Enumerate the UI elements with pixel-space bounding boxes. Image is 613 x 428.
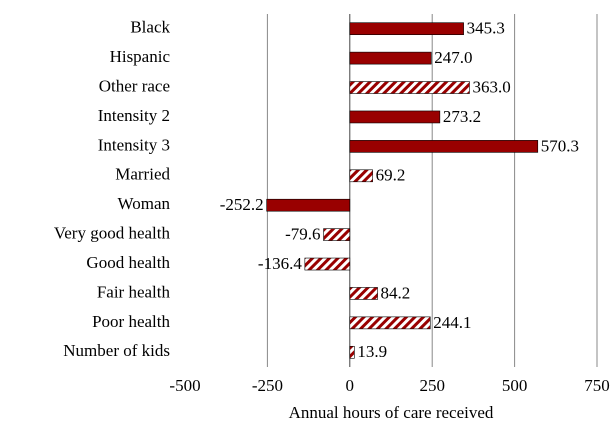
bar (349, 110, 441, 124)
y-tick-label: Good health (86, 253, 170, 272)
y-tick-label: Woman (118, 194, 171, 213)
value-label: -252.2 (220, 195, 264, 214)
bar (349, 81, 470, 94)
value-label: 247.0 (434, 48, 472, 67)
y-tick-label: Other race (99, 76, 170, 95)
bar (349, 316, 431, 330)
x-tick-label: 0 (346, 376, 355, 395)
value-label: 273.2 (443, 107, 481, 126)
bar (349, 169, 373, 183)
value-label: 345.3 (467, 19, 505, 38)
y-tick-label: Fair health (97, 282, 171, 301)
value-label: -79.6 (285, 225, 320, 244)
bar (349, 140, 539, 153)
value-label: 244.1 (433, 313, 471, 332)
y-tick-label: Hispanic (110, 47, 171, 66)
y-tick-label: Married (115, 165, 170, 184)
value-label: 84.2 (381, 283, 411, 302)
bar (349, 345, 355, 359)
value-label: 13.9 (357, 342, 387, 361)
bar (349, 22, 464, 36)
x-tick-label: -250 (252, 376, 283, 395)
x-tick-label: 500 (502, 376, 528, 395)
value-label: 69.2 (376, 166, 406, 185)
x-axis-label: Annual hours of care received (289, 403, 494, 422)
y-tick-label: Intensity 3 (98, 135, 170, 154)
y-tick-label: Very good health (54, 224, 171, 243)
y-tick-label: Poor health (92, 312, 170, 331)
value-label: -136.4 (258, 254, 302, 273)
y-tick-label: Number of kids (63, 341, 170, 360)
x-tick-label: 250 (419, 376, 445, 395)
value-label: 363.0 (472, 77, 510, 96)
bar (266, 198, 351, 212)
x-tick-label: 750 (584, 376, 610, 395)
bar (349, 51, 432, 65)
x-tick-label: -500 (169, 376, 200, 395)
y-tick-label: Intensity 2 (98, 106, 170, 125)
bar (349, 287, 378, 300)
y-tick-label: Black (130, 18, 170, 37)
bar (304, 257, 351, 271)
value-label: 570.3 (541, 136, 579, 155)
bar (323, 228, 351, 241)
